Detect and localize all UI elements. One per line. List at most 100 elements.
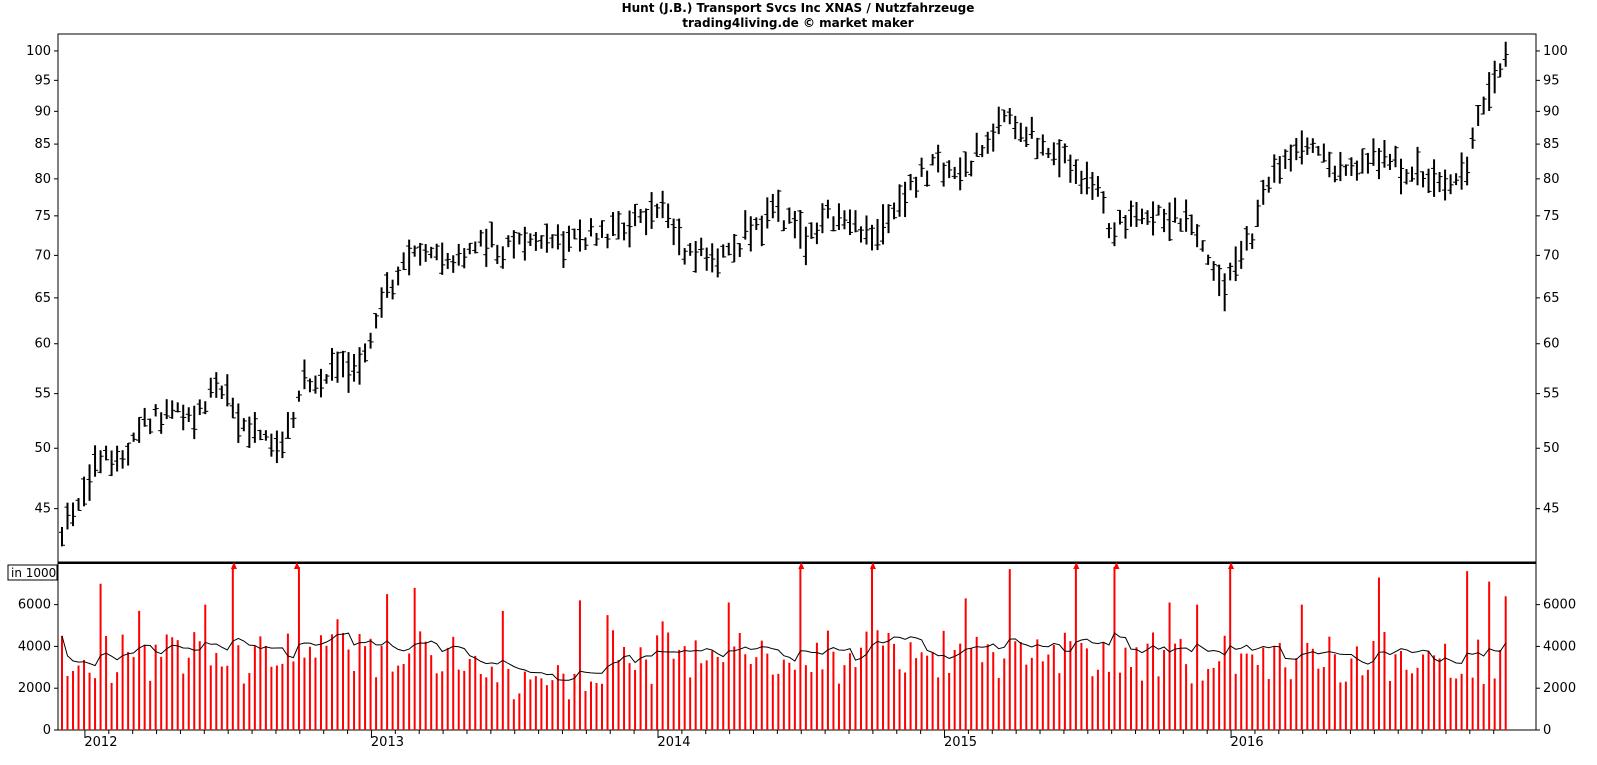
price-bar (158, 412, 165, 434)
volume-overflow-markers (230, 562, 1235, 569)
price-bar (323, 374, 330, 384)
x-tick-label: 2015 (944, 735, 977, 750)
price-bar (995, 106, 1002, 135)
price-bar (692, 241, 699, 273)
price-bar (808, 222, 815, 239)
price-bar (301, 359, 308, 390)
price-bar (769, 193, 776, 219)
price-bar (251, 412, 258, 443)
price-bar (1105, 223, 1112, 239)
price-bar (312, 375, 319, 394)
price-tick-label-right: 75 (1543, 209, 1560, 224)
price-bar (902, 181, 909, 218)
price-bar (929, 154, 936, 166)
price-bar (968, 160, 975, 177)
price-tick-label-right: 60 (1543, 337, 1560, 352)
price-bar (670, 218, 677, 246)
price-bar (659, 190, 666, 219)
price-bar (86, 464, 93, 501)
price-tick-label-left: 50 (34, 441, 51, 456)
price-bar (610, 212, 617, 237)
volume-moving-average (61, 632, 1507, 681)
price-bar (676, 218, 683, 256)
price-bar (1386, 153, 1393, 171)
price-bar (1078, 170, 1085, 195)
price-bar (1221, 273, 1228, 312)
price-bar (1309, 138, 1316, 153)
price-bar (59, 526, 65, 547)
price-bar (576, 219, 583, 252)
price-bar (643, 208, 650, 236)
price-bar (400, 252, 407, 271)
price-bar (521, 226, 528, 261)
price-bar (604, 233, 611, 249)
price-bar (1442, 169, 1449, 201)
price-bar (1331, 165, 1338, 183)
price-bar (494, 244, 501, 265)
price-bar (1039, 134, 1046, 156)
price-bar (863, 215, 870, 245)
x-tick-label: 2016 (1231, 735, 1264, 750)
price-panel: 45 45 50 50 55 55 60 60 65 65 70 70 75 75 80 80 85 85 90 90… (26, 33, 1568, 563)
price-bar (984, 131, 991, 154)
price-tick-label-left: 80 (34, 172, 51, 187)
price-bar (152, 404, 159, 417)
chart-title: Hunt (J.B.) Transport Svcs Inc XNAS / Nu… (622, 1, 975, 15)
price-bar (1243, 226, 1250, 251)
volume-label-box (7, 564, 58, 581)
price-bar (891, 202, 898, 220)
price-bar (813, 222, 820, 245)
price-bar (802, 226, 809, 266)
price-bar (1254, 199, 1261, 227)
price-bar (874, 218, 881, 251)
price-bar (1469, 127, 1476, 149)
price-bar (246, 416, 253, 448)
price-tick-label-left: 55 (34, 387, 51, 402)
price-bar (1276, 156, 1283, 184)
volume-overflow-arrow (1228, 562, 1235, 569)
price-bar (450, 255, 457, 273)
price-bar (1199, 240, 1206, 252)
price-bar (720, 244, 727, 258)
price-bar (345, 352, 352, 393)
price-bar (907, 173, 914, 191)
price-bar (1100, 191, 1107, 214)
price-bar (681, 248, 688, 265)
price-bar (957, 157, 964, 191)
price-bar (428, 246, 435, 259)
price-bar (1127, 200, 1134, 227)
volume-bars (61, 567, 1507, 730)
price-bar (1155, 204, 1162, 216)
price-bar (841, 210, 848, 230)
price-bar (1177, 218, 1184, 232)
price-bar (1161, 208, 1168, 233)
price-bar (896, 184, 903, 217)
price-tick-label-left: 85 (34, 137, 51, 152)
price-bar (1436, 172, 1443, 193)
price-bar (472, 241, 479, 254)
price-bar (1431, 159, 1438, 197)
price-bar (229, 397, 236, 419)
price-bar (119, 450, 126, 469)
price-bar (1458, 152, 1465, 190)
price-bar (125, 442, 132, 466)
chart-subtitle: trading4living.de © market maker (682, 16, 914, 30)
price-bar (1502, 41, 1509, 67)
price-bar (852, 210, 859, 233)
volume-tick-label-left: 2000 (18, 681, 51, 696)
price-bar (516, 232, 523, 245)
x-tick-label: 2014 (657, 735, 690, 750)
x-axis: 2012 2013 2014 2015 2016 (84, 730, 1495, 750)
price-bar (1227, 262, 1234, 281)
price-bar (527, 233, 534, 246)
price-bar (483, 228, 490, 267)
price-tick-label-right: 55 (1543, 387, 1560, 402)
price-bar (147, 418, 154, 435)
price-bar (764, 197, 771, 229)
price-bar (973, 132, 980, 157)
volume-tick-label-left: 4000 (18, 639, 51, 654)
price-bar (433, 243, 440, 261)
price-bar (648, 192, 655, 229)
price-bar (1050, 142, 1057, 166)
price-bar (549, 234, 556, 249)
